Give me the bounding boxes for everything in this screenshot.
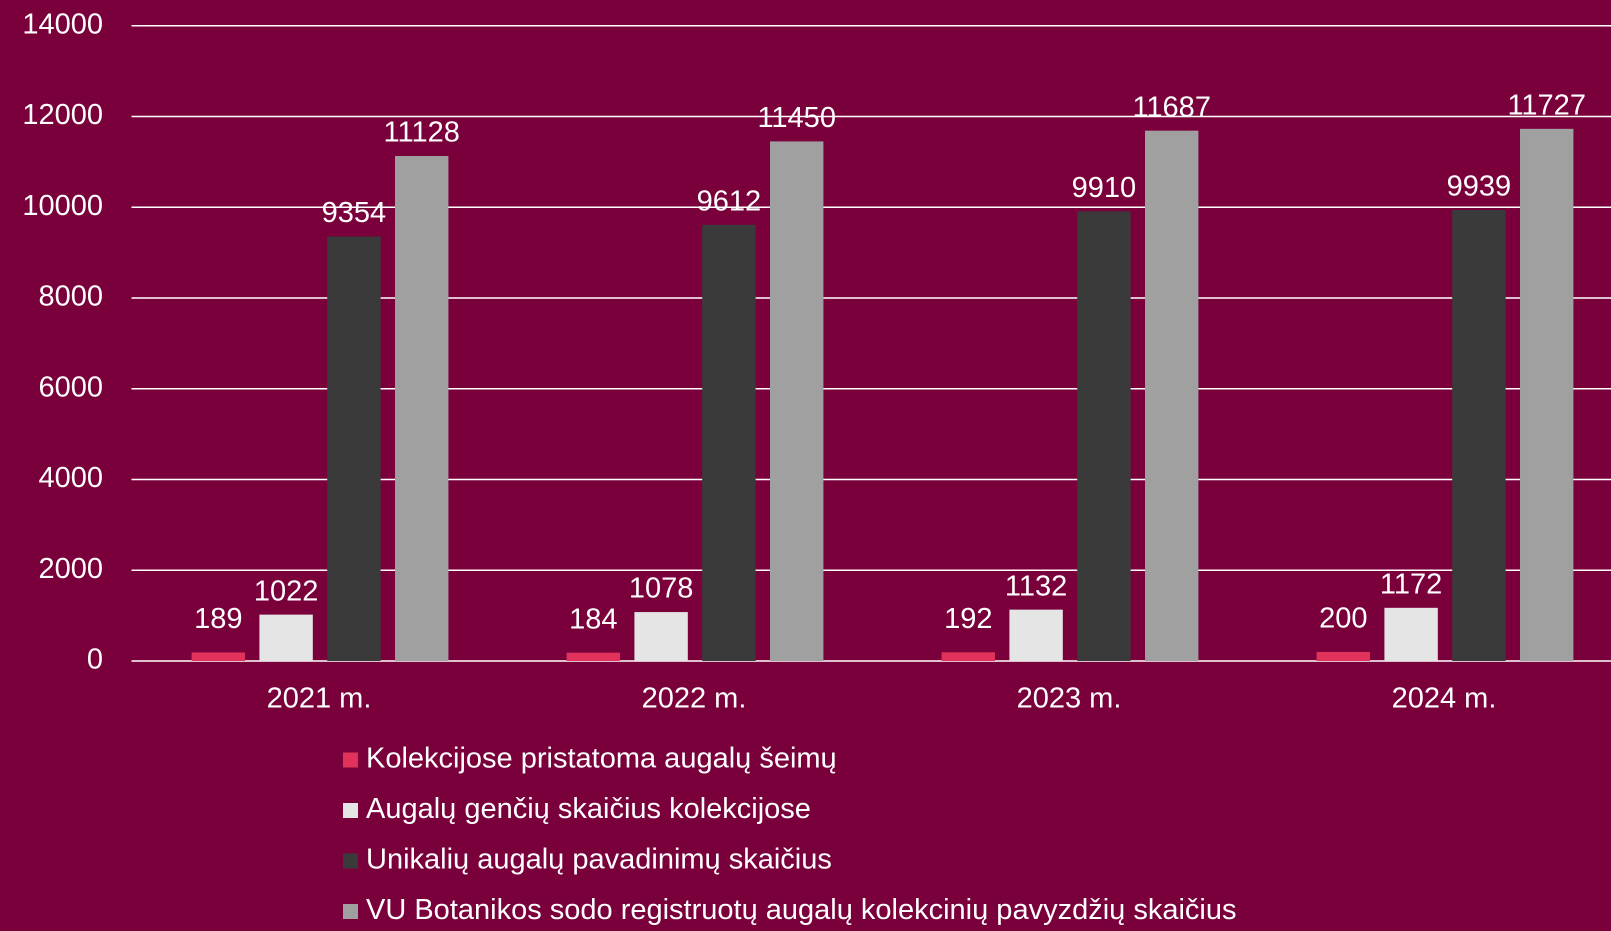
bar — [1452, 209, 1506, 662]
bar — [1145, 130, 1199, 661]
bar — [702, 224, 756, 661]
legend-label: Augalų genčių skaičius kolekcijose — [366, 793, 811, 825]
y-tick-label: 10000 — [22, 190, 103, 222]
value-label: 192 — [944, 603, 992, 635]
legend-label: Unikalių augalų pavadinimų skaičius — [366, 844, 832, 876]
bar — [395, 156, 449, 661]
value-label: 9910 — [1072, 172, 1137, 204]
legend-swatch — [343, 904, 358, 919]
bar — [941, 652, 996, 661]
bar — [634, 612, 688, 661]
value-label: 1132 — [1005, 570, 1067, 602]
bar — [1384, 607, 1438, 661]
value-label: 9612 — [697, 185, 762, 217]
bar — [1077, 211, 1131, 662]
legend-swatch — [343, 853, 358, 869]
y-tick-label: 6000 — [38, 371, 103, 403]
y-tick-label: 8000 — [38, 281, 103, 313]
legend-label: VU Botanikos sodo registruotų augalų kol… — [366, 894, 1236, 926]
bar — [1316, 651, 1371, 661]
value-label: 184 — [569, 603, 617, 635]
bar — [770, 141, 824, 662]
value-label: 1172 — [1380, 568, 1442, 600]
x-tick-label: 2024 m. — [1392, 683, 1497, 715]
y-tick-label: 12000 — [22, 99, 103, 131]
y-tick-label: 14000 — [22, 8, 103, 40]
y-tick-label: 0 — [87, 644, 103, 676]
value-label: 9939 — [1447, 171, 1512, 203]
value-label: 11128 — [384, 117, 460, 149]
x-tick-label: 2021 m. — [267, 683, 372, 715]
bar — [327, 236, 381, 661]
bar — [259, 614, 313, 661]
bar — [1520, 128, 1574, 662]
bar — [191, 652, 246, 661]
legend-swatch — [343, 752, 358, 768]
bar — [1009, 609, 1063, 661]
value-label: 9354 — [322, 197, 387, 229]
value-label: 200 — [1319, 603, 1367, 635]
value-label: 11687 — [1132, 91, 1211, 123]
value-label: 189 — [194, 603, 242, 635]
y-tick-label: 2000 — [38, 553, 103, 585]
value-label: 1078 — [629, 573, 694, 605]
bar — [566, 652, 621, 661]
value-label: 11450 — [757, 102, 836, 134]
x-tick-label: 2023 m. — [1017, 683, 1122, 715]
legend-swatch — [343, 803, 358, 818]
legend-label: Kolekcijose pristatoma augalų šeimų — [366, 743, 837, 775]
y-tick-label: 4000 — [38, 462, 103, 494]
value-label: 11727 — [1507, 90, 1586, 122]
value-label: 1022 — [254, 575, 319, 607]
x-tick-label: 2022 m. — [642, 683, 747, 715]
